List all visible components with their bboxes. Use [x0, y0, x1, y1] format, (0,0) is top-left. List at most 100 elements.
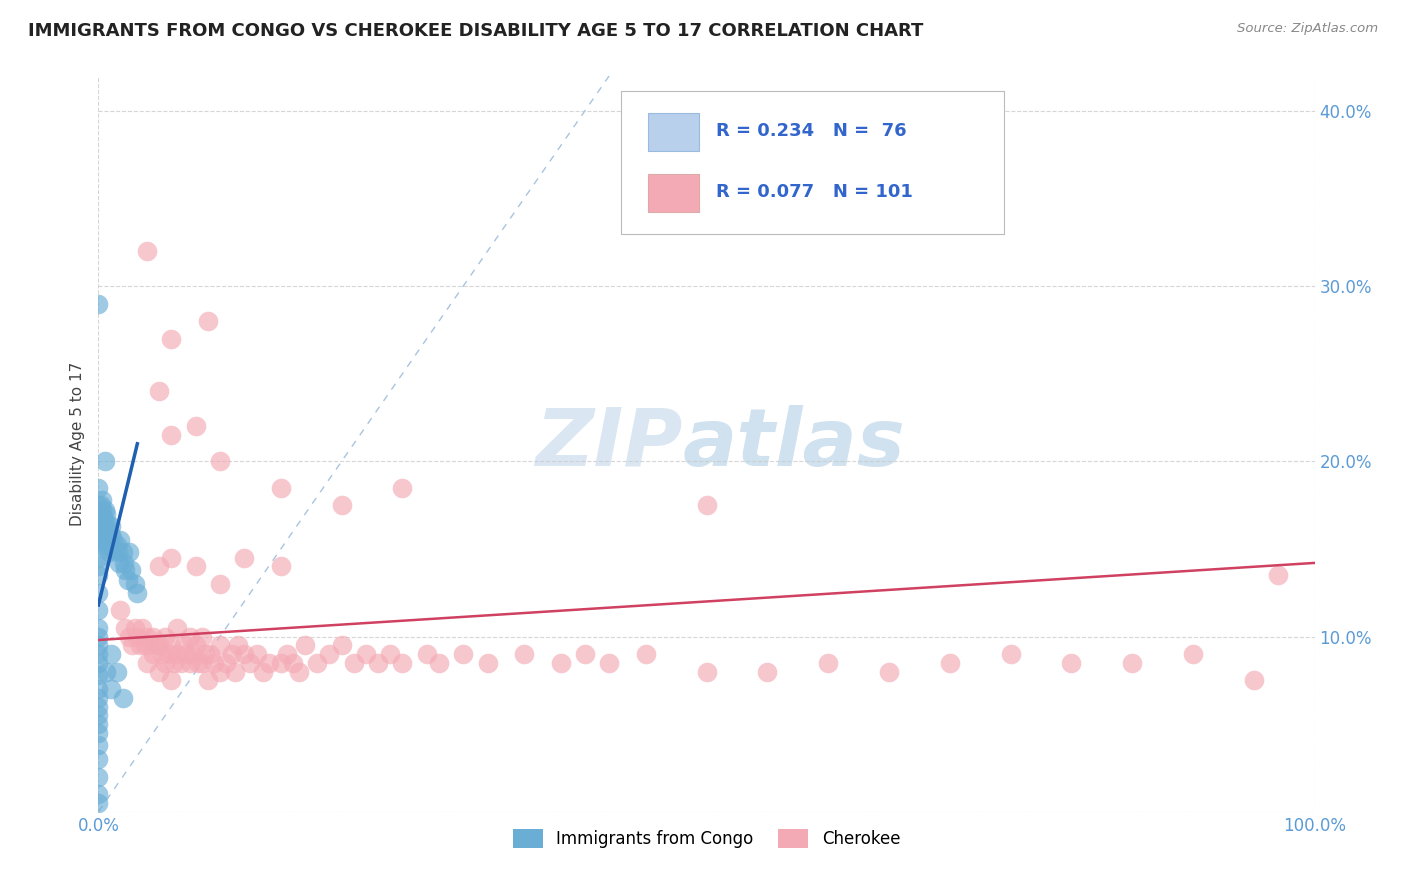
Point [87, 630, 110, 644]
Point [354, 647, 377, 661]
Point [87, 550, 110, 565]
Point [111, 690, 134, 705]
Point [288, 665, 311, 679]
Point [87, 585, 110, 599]
Point [184, 638, 207, 652]
Point [87, 516, 110, 530]
Point [124, 621, 146, 635]
Point [87, 656, 110, 670]
Point [380, 647, 402, 661]
Point [91, 521, 114, 535]
Point [270, 559, 292, 574]
Point [138, 638, 160, 652]
Point [87, 770, 110, 784]
Point [87, 717, 110, 731]
Point [91, 510, 114, 524]
Point [136, 656, 159, 670]
Point [103, 541, 125, 556]
Point [367, 656, 389, 670]
Point [100, 538, 122, 552]
Point [87, 690, 110, 705]
Point [550, 656, 572, 670]
Point [87, 533, 110, 548]
Point [226, 638, 249, 652]
Point [108, 556, 131, 570]
Point [94, 519, 117, 533]
Legend: Immigrants from Congo, Cherokee: Immigrants from Congo, Cherokee [506, 822, 907, 855]
Point [105, 665, 128, 679]
Point [257, 656, 280, 670]
Point [215, 656, 238, 670]
Point [118, 545, 141, 559]
Point [136, 630, 159, 644]
Point [120, 563, 142, 577]
Point [87, 296, 110, 310]
Point [87, 638, 110, 652]
Text: R = 0.077   N = 101: R = 0.077 N = 101 [716, 183, 912, 201]
Point [87, 603, 110, 617]
Point [187, 656, 209, 670]
Point [202, 656, 225, 670]
Point [107, 545, 129, 559]
Point [155, 630, 177, 644]
Point [148, 559, 170, 574]
Point [181, 647, 204, 661]
Point [166, 621, 188, 635]
FancyBboxPatch shape [621, 91, 1004, 234]
Point [87, 787, 110, 801]
Point [1121, 656, 1143, 670]
Point [756, 665, 779, 679]
Point [100, 647, 122, 661]
Point [112, 556, 135, 570]
Point [233, 550, 256, 565]
Point [245, 647, 267, 661]
Point [170, 656, 193, 670]
Point [160, 550, 183, 565]
Point [148, 638, 170, 652]
Point [598, 656, 620, 670]
Point [427, 656, 450, 670]
Text: atlas: atlas [682, 405, 905, 483]
Point [174, 647, 197, 661]
Point [91, 510, 114, 524]
Point [155, 656, 177, 670]
Point [150, 647, 173, 661]
FancyBboxPatch shape [648, 112, 699, 151]
Point [157, 647, 180, 661]
Point [1182, 647, 1205, 661]
Point [197, 314, 219, 328]
Point [100, 681, 122, 696]
Point [110, 603, 132, 617]
Point [191, 630, 214, 644]
Point [191, 656, 214, 670]
Point [939, 656, 962, 670]
Point [391, 481, 413, 495]
Point [93, 521, 115, 535]
Point [118, 630, 141, 644]
Point [276, 647, 298, 661]
Point [197, 673, 219, 688]
Point [148, 384, 170, 399]
Point [330, 498, 353, 512]
Point [87, 647, 110, 661]
Point [91, 492, 114, 507]
Point [87, 498, 110, 512]
Point [91, 519, 114, 533]
Point [513, 647, 536, 661]
Point [142, 630, 165, 644]
Point [128, 638, 150, 652]
Point [94, 530, 117, 544]
Point [87, 738, 110, 752]
Point [1060, 656, 1083, 670]
Point [136, 244, 159, 258]
Point [148, 665, 170, 679]
Point [121, 638, 143, 652]
Point [160, 428, 183, 442]
Point [114, 621, 136, 635]
Point [117, 574, 139, 588]
Point [87, 559, 110, 574]
Point [124, 577, 146, 591]
Point [127, 585, 149, 599]
Point [294, 638, 316, 652]
Point [224, 665, 246, 679]
